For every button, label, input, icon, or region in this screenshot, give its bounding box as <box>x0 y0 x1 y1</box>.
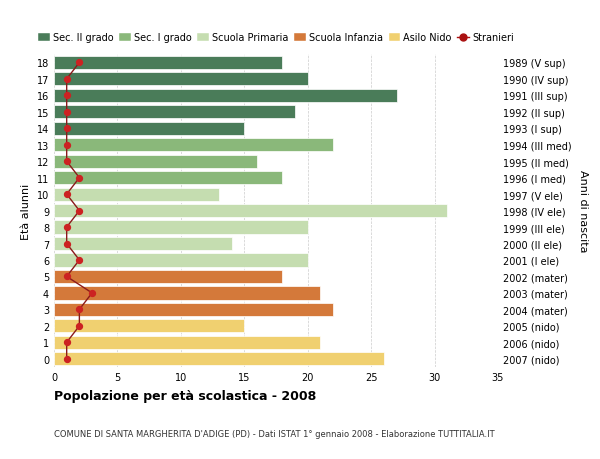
Bar <box>54 254 308 267</box>
Point <box>62 92 71 100</box>
Point <box>62 158 71 166</box>
Bar <box>54 303 333 316</box>
Text: Popolazione per età scolastica - 2008: Popolazione per età scolastica - 2008 <box>54 389 316 403</box>
Bar <box>54 139 333 152</box>
Point <box>74 207 84 215</box>
Point <box>62 339 71 346</box>
Bar <box>54 287 320 300</box>
Legend: Sec. II grado, Sec. I grado, Scuola Primaria, Scuola Infanzia, Asilo Nido, Stran: Sec. II grado, Sec. I grado, Scuola Prim… <box>34 29 518 47</box>
Point <box>62 224 71 231</box>
Bar <box>54 205 447 218</box>
Bar <box>54 172 283 185</box>
Point <box>74 257 84 264</box>
Bar <box>54 353 384 365</box>
Text: COMUNE DI SANTA MARGHERITA D'ADIGE (PD) - Dati ISTAT 1° gennaio 2008 - Elaborazi: COMUNE DI SANTA MARGHERITA D'ADIGE (PD) … <box>54 429 494 438</box>
Point <box>62 142 71 149</box>
Point <box>62 109 71 116</box>
Bar <box>54 188 219 202</box>
Y-axis label: Anni di nascita: Anni di nascita <box>578 170 588 252</box>
Bar <box>54 319 244 333</box>
Bar <box>54 106 295 119</box>
Point <box>62 191 71 198</box>
Point <box>74 60 84 67</box>
Y-axis label: Età alunni: Età alunni <box>21 183 31 239</box>
Bar <box>54 73 308 86</box>
Bar <box>54 221 308 234</box>
Bar <box>54 270 283 283</box>
Point <box>74 323 84 330</box>
Bar <box>54 123 244 135</box>
Bar <box>54 90 397 103</box>
Point <box>74 174 84 182</box>
Bar <box>54 237 232 251</box>
Point <box>87 290 97 297</box>
Bar <box>54 155 257 168</box>
Bar <box>54 57 283 70</box>
Point <box>62 241 71 248</box>
Point <box>62 355 71 363</box>
Point <box>62 76 71 84</box>
Point <box>62 125 71 133</box>
Point <box>62 273 71 280</box>
Point <box>74 306 84 313</box>
Bar <box>54 336 320 349</box>
